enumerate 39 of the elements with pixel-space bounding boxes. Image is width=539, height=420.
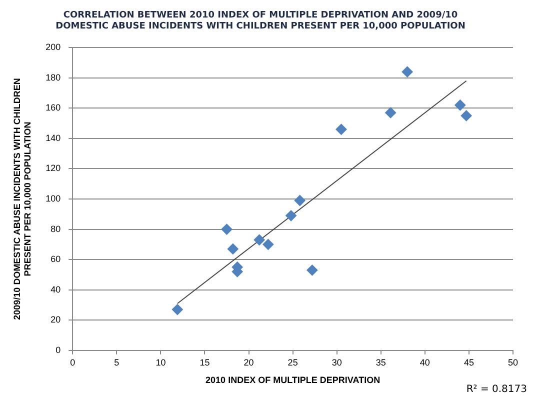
text: R² = 0.8173 [466, 384, 527, 395]
y-tick-label: 80 [50, 224, 61, 234]
point [172, 304, 183, 316]
point [460, 110, 472, 122]
x-tick-label: 15 [200, 357, 210, 368]
point [294, 195, 306, 206]
point [286, 210, 297, 222]
y-tick-label: 120 [46, 163, 61, 174]
x-tick-label: 20 [244, 357, 254, 368]
point [454, 100, 466, 111]
x-tick-label: 35 [376, 357, 386, 368]
y-axis-title: 2009/10 DOMESTIC ABUSE INCIDENTS WITH CHILDREN PRESENT PER 10,000 POPULATION [12, 78, 33, 320]
x-tick-label: 45 [464, 357, 474, 368]
point [262, 238, 274, 250]
x-tick-label: 10 [156, 357, 166, 368]
x-tick-label: 50 [508, 357, 518, 368]
y-tick-label: 200 [46, 42, 61, 52]
y-tick-label: 40 [50, 284, 61, 294]
x-tick-label: 40 [420, 357, 430, 368]
chart-title: CORRELATION BETWEEN 2010 INDEX OF MULTIPLE DEPRIVATION AND 2009/10 DOMESTIC ABUSE INCIDENTS WITH CHILDREN PRESENT PER 10,000 POPULATION [56, 10, 466, 32]
x-axis-title: 2010 INDEX OF MULTIPLE DEPRIVATION [206, 375, 380, 386]
point [402, 66, 413, 78]
point [254, 234, 265, 246]
y-tick-label: 160 [46, 102, 61, 113]
point [306, 264, 318, 276]
point [336, 124, 347, 135]
y-tick-label: 100 [46, 193, 61, 204]
y-tick-label: 20 [50, 314, 61, 325]
y-tick-label: 0 [56, 344, 61, 355]
point [227, 243, 238, 254]
x-tick-label: 30 [332, 357, 342, 368]
y-tick-label: 180 [46, 72, 61, 82]
point [385, 107, 396, 118]
y-tick-label: 60 [50, 254, 61, 264]
x-tick-label: 5 [114, 357, 120, 368]
point [221, 224, 232, 235]
y-tick-label: 140 [46, 132, 61, 143]
x-tick-label: 0 [70, 357, 76, 368]
x-tick-label: 25 [288, 357, 298, 368]
